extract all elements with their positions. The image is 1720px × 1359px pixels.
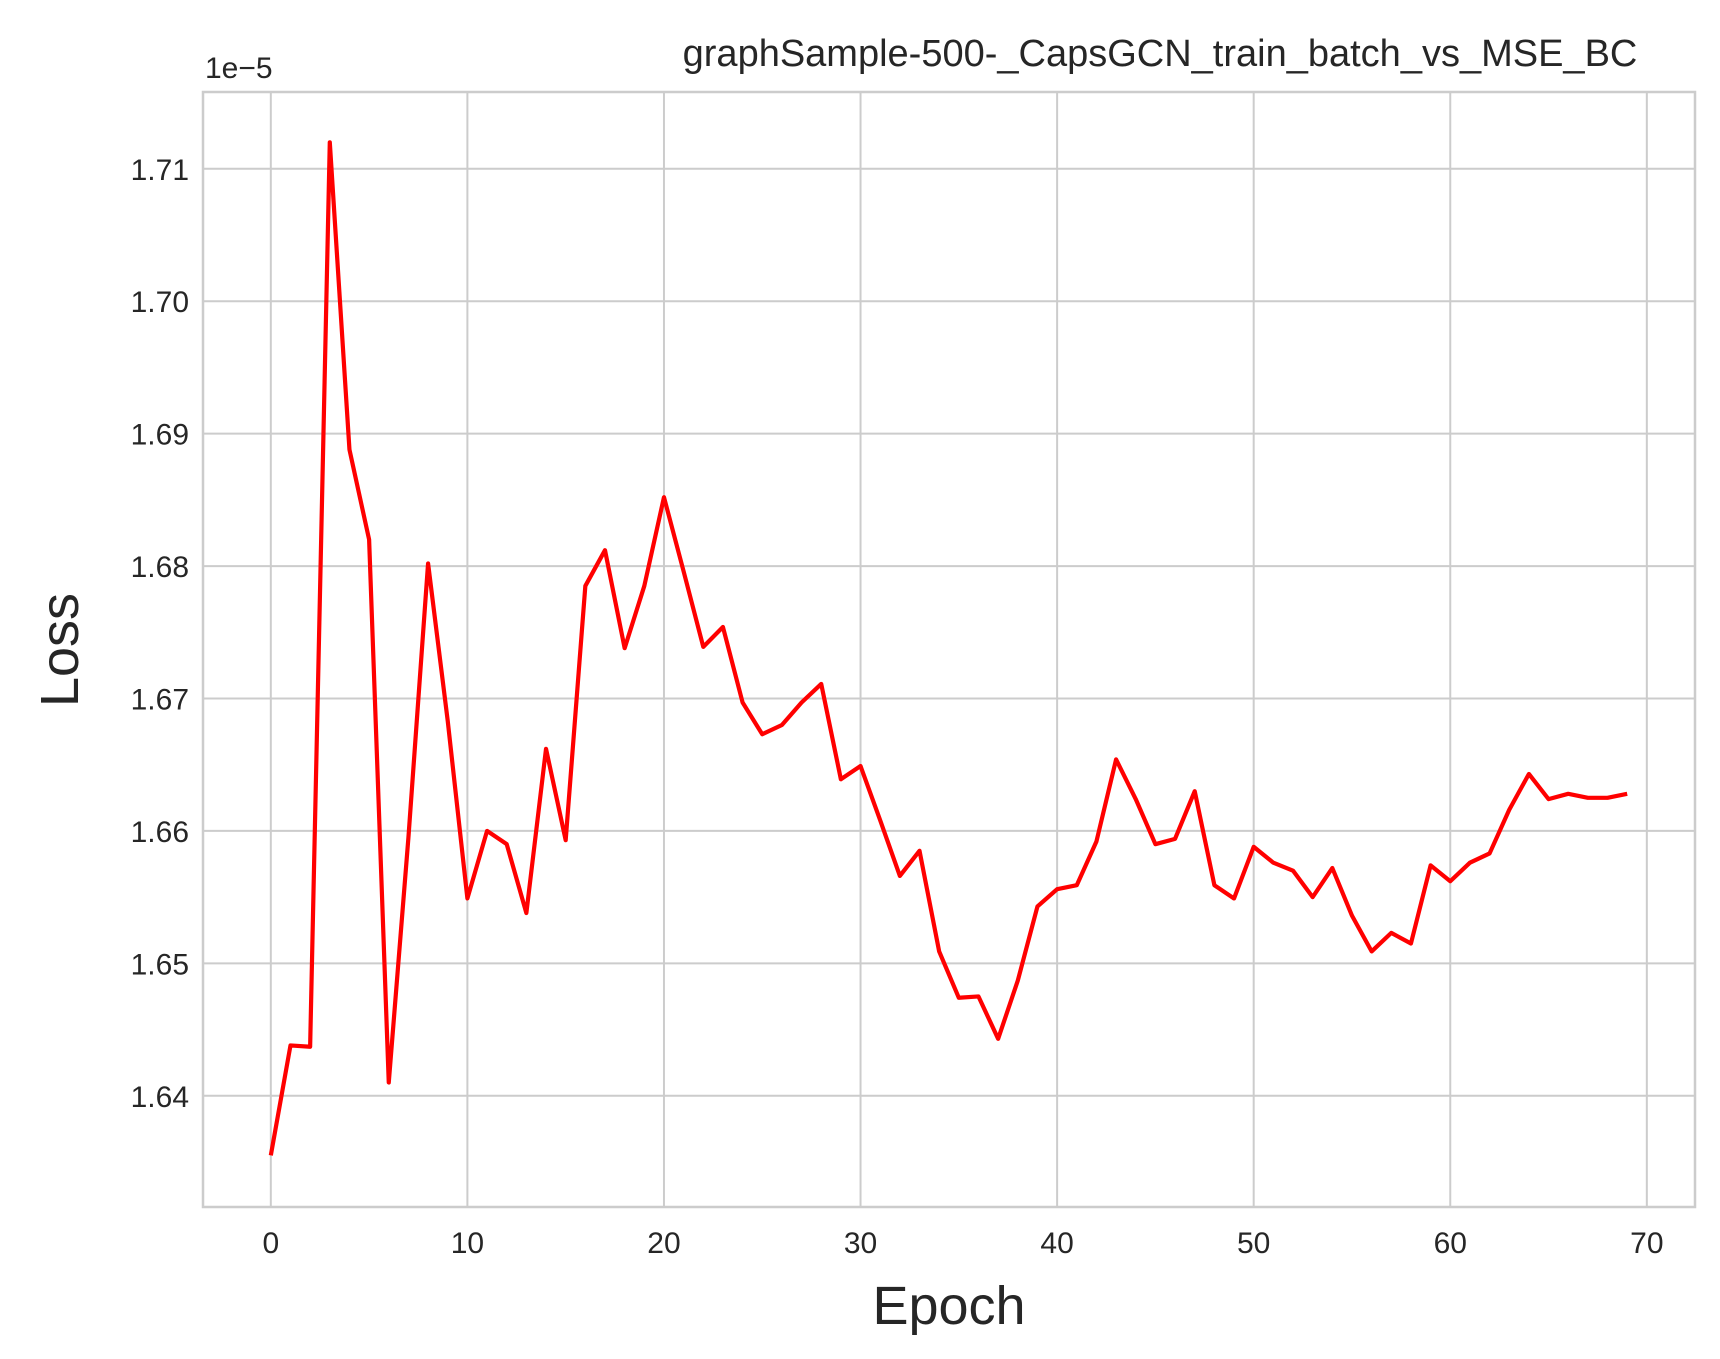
x-tick-label: 40 — [1040, 1227, 1073, 1260]
y-tick-label: 1.71 — [131, 154, 189, 187]
plot-background — [203, 92, 1695, 1207]
y-tick-label: 1.69 — [131, 419, 189, 452]
plot-frame — [201, 90, 1697, 1209]
y-tick-labels: 1.64 1.65 1.66 1.67 1.68 1.69 1.70 1.71 — [131, 154, 189, 1114]
y-tick-label: 1.64 — [131, 1081, 189, 1114]
x-tick-label: 20 — [647, 1227, 680, 1260]
x-tick-label: 10 — [451, 1227, 484, 1260]
y-axis-title: Loss — [30, 593, 90, 707]
y-tick-label: 1.70 — [131, 286, 189, 319]
y-tick-label: 1.65 — [131, 948, 189, 981]
x-tick-label: 30 — [844, 1227, 877, 1260]
y-tick-label: 1.66 — [131, 816, 189, 849]
y-gridlines — [203, 167, 1695, 1097]
x-axis-title: Epoch — [872, 1276, 1025, 1336]
series-layer — [268, 140, 1628, 1156]
y-tick-label: 1.68 — [131, 551, 189, 584]
x-tick-label: 0 — [262, 1227, 279, 1260]
x-tick-label: 50 — [1237, 1227, 1270, 1260]
chart-title: graphSample-500-_CapsGCN_train_batch_vs_… — [683, 33, 1638, 75]
y-offset-label: 1e−5 — [205, 52, 273, 85]
x-tick-label: 60 — [1434, 1227, 1467, 1260]
series-line — [268, 140, 1628, 1156]
x-tick-label: 70 — [1630, 1227, 1663, 1260]
x-tick-labels: 0 10 20 30 40 50 60 70 — [262, 1227, 1663, 1260]
y-tick-label: 1.67 — [131, 683, 189, 716]
x-gridlines — [269, 92, 1648, 1207]
